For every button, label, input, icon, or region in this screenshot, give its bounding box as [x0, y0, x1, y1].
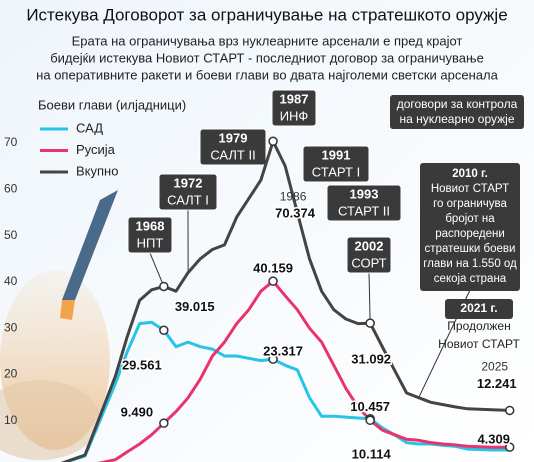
treaty-year: 2002	[355, 238, 384, 253]
x-tick-label: 2025	[481, 360, 508, 374]
note-text: го ограничува	[433, 198, 507, 210]
treaty-box	[326, 184, 402, 222]
treaty-box	[302, 145, 370, 183]
data-point	[159, 418, 169, 428]
series-line	[60, 139, 510, 462]
y-tick-label: 70	[4, 135, 18, 149]
legend-label: Вкупно	[76, 163, 118, 178]
note-text: стратешки боеви	[425, 243, 516, 255]
data-label: 39.015	[175, 299, 215, 314]
note-text: 2021 г.	[460, 301, 497, 315]
data-point	[268, 276, 278, 286]
note-text: 2010 г.	[452, 168, 488, 180]
data-label: 40.159	[253, 261, 293, 276]
treaty-name: САЛТ I	[167, 192, 209, 207]
treaty-name: СТАРТ I	[312, 164, 360, 179]
subtitle: бидејќи истекува Новиот СТАРТ - последни…	[50, 50, 484, 65]
legend-label: Русија	[76, 142, 116, 157]
data-label: 31.092	[351, 352, 391, 367]
connector	[368, 272, 371, 324]
treaty-year: 1968	[136, 218, 165, 233]
data-point	[268, 354, 278, 364]
missile-illustration	[0, 190, 118, 460]
legend-title: на нуклеарно оружје	[399, 112, 514, 126]
treaty-name: СОРТ	[351, 255, 386, 270]
treaty-year: 1987	[280, 91, 309, 106]
y-tick-label: 30	[4, 320, 18, 334]
treaty-name: НПТ	[137, 235, 164, 250]
treaty-name: СТАРТ II	[338, 203, 390, 218]
x-tick-label: 1986	[280, 189, 307, 203]
treaty-name: ИНФ	[280, 108, 309, 123]
treaty-box	[346, 236, 392, 274]
treaty-annotations: 1968 НПТ 1972 САЛТ I 1979 САЛТ II 1987 ИНФ 1991 С…	[127, 89, 402, 324]
note-box	[420, 163, 520, 291]
treaty-year: 1991	[322, 147, 351, 162]
legend-box	[390, 95, 524, 129]
y-axis-label: Боеви глави (илјадници)	[38, 97, 186, 112]
data-point	[365, 415, 375, 426]
data-label: 23.317	[263, 344, 303, 359]
legend-title: договори за контрола	[397, 97, 518, 111]
treaty-name: САЛТ II	[210, 147, 255, 162]
note-text: Продолжен	[447, 319, 510, 333]
y-tick-label: 40	[4, 274, 18, 288]
note-text: бројот на	[445, 213, 495, 225]
data-label: 10.114	[352, 447, 392, 462]
note-text: глави на 1.550 од	[423, 258, 517, 270]
treaty-box	[127, 216, 173, 254]
note-text: распоредени	[435, 228, 505, 240]
treaty-year: 1993	[350, 186, 379, 201]
connector	[149, 252, 165, 287]
subtitle: Ерата на ограничувања врз нуклеарните ар…	[72, 33, 463, 48]
data-label: 12.241	[477, 376, 517, 391]
data-point	[504, 442, 515, 452]
chart-title: Истекува Договорот за ограничување на ст…	[26, 5, 507, 24]
data-label: 9.490	[121, 405, 154, 420]
y-tick-label: 20	[4, 367, 18, 381]
data-label: 4.309	[477, 432, 510, 447]
series-line	[97, 279, 510, 462]
data-label: 29.561	[122, 358, 162, 373]
data-point	[268, 136, 278, 147]
data-label: 70.374	[275, 206, 316, 221]
note-box	[445, 299, 513, 319]
treaty-year: 1972	[174, 175, 203, 190]
data-point	[365, 318, 375, 328]
treaty-box	[271, 89, 317, 127]
note-text: секоја страна	[434, 273, 507, 285]
data-point	[159, 281, 169, 292]
treaty-year: 1979	[219, 130, 248, 145]
treaty-box	[199, 128, 267, 166]
subtitle: на оперативните ракети и боеви глави во …	[36, 67, 498, 82]
y-tick-label: 50	[4, 228, 18, 242]
y-tick-label: 60	[4, 181, 18, 195]
note-text: Новиот СТАРТ	[438, 337, 520, 351]
note-text: Новиот СТАРТ	[431, 183, 509, 195]
treaty-box	[158, 173, 218, 211]
data-label: 10.457	[350, 399, 390, 414]
plot-area	[60, 139, 510, 462]
y-tick-label: 10	[4, 413, 18, 427]
data-point	[504, 405, 515, 416]
data-point	[159, 325, 169, 335]
legend-label: САД	[76, 120, 103, 135]
